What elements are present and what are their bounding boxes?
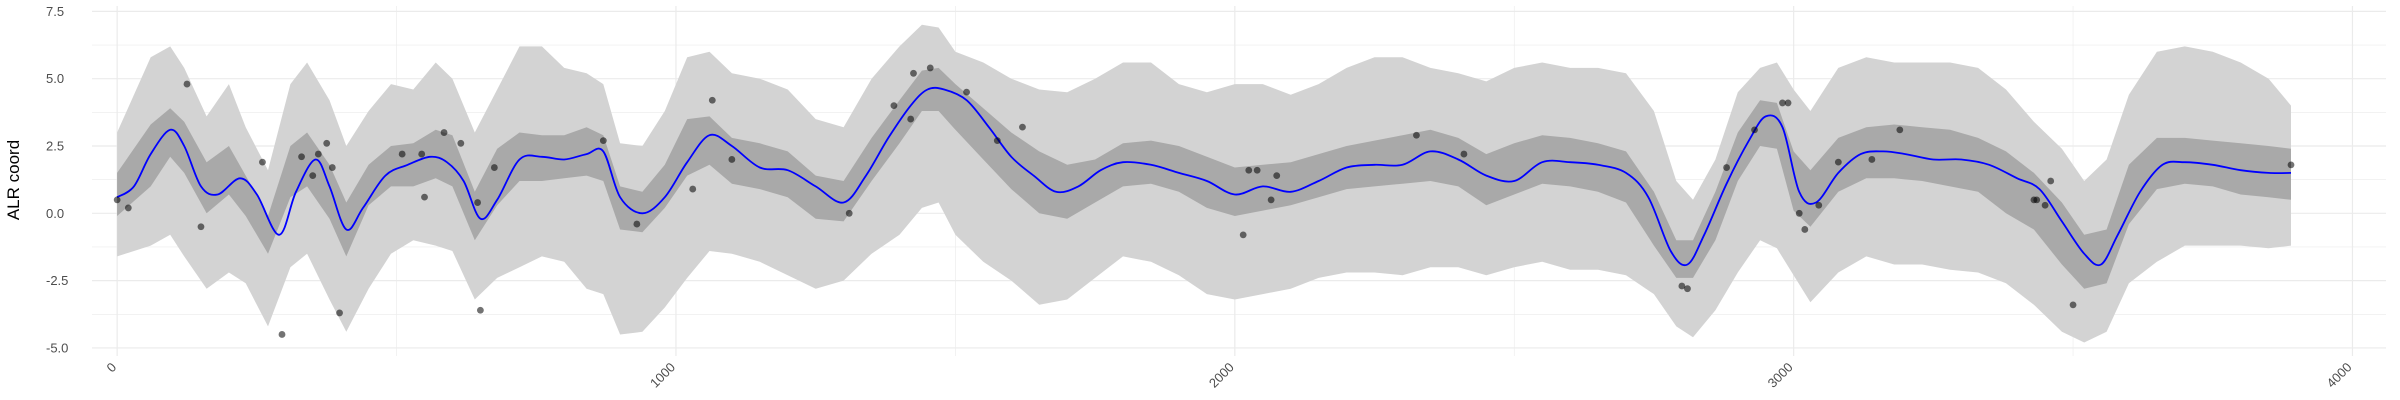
data-point — [1868, 156, 1875, 163]
x-axis-ticks: 0 1000 2000 3000 4000 — [104, 360, 2355, 391]
data-point — [709, 97, 716, 104]
data-point — [891, 102, 898, 109]
data-point — [1684, 285, 1691, 292]
data-point — [1751, 126, 1758, 133]
data-point — [1796, 210, 1803, 217]
data-point — [1815, 202, 1822, 209]
data-point — [1801, 226, 1808, 233]
y-tick-label: -5.0 — [46, 340, 68, 355]
data-point — [1785, 100, 1792, 107]
data-point — [633, 221, 640, 228]
data-point — [184, 81, 191, 88]
data-point — [1461, 151, 1468, 158]
y-tick-label: 5.0 — [46, 71, 64, 86]
data-point — [279, 331, 286, 338]
data-point — [1245, 167, 1252, 174]
data-point — [2033, 196, 2040, 203]
data-point — [399, 151, 406, 158]
data-point — [1835, 159, 1842, 166]
data-point — [1723, 164, 1730, 171]
data-point — [491, 164, 498, 171]
data-point — [963, 89, 970, 96]
data-point — [846, 210, 853, 217]
data-point — [907, 116, 914, 123]
data-point — [323, 140, 330, 147]
data-point — [457, 140, 464, 147]
data-point — [2047, 178, 2054, 185]
data-point — [2070, 301, 2077, 308]
x-tick-label: 0 — [104, 360, 120, 376]
data-point — [329, 164, 336, 171]
data-point — [1896, 126, 1903, 133]
data-point — [1413, 132, 1420, 139]
x-tick-label: 2000 — [1206, 360, 1237, 391]
data-point — [421, 194, 428, 201]
y-tick-label: -2.5 — [46, 273, 68, 288]
x-tick-label: 1000 — [647, 360, 678, 391]
data-point — [1268, 196, 1275, 203]
y-tick-label: 0.0 — [46, 206, 64, 221]
data-point — [728, 156, 735, 163]
data-point — [259, 159, 266, 166]
data-point — [125, 205, 132, 212]
data-point — [336, 310, 343, 317]
data-point — [1273, 172, 1280, 179]
data-point — [927, 65, 934, 72]
data-point — [1254, 167, 1261, 174]
data-point — [689, 186, 696, 193]
data-point — [198, 223, 205, 230]
x-tick-label: 4000 — [2324, 360, 2355, 391]
data-point — [910, 70, 917, 77]
data-point — [418, 151, 425, 158]
data-point — [1240, 231, 1247, 238]
data-point — [315, 151, 322, 158]
data-point — [114, 196, 121, 203]
y-tick-label: 2.5 — [46, 139, 64, 154]
data-point — [298, 153, 305, 160]
data-point — [1019, 124, 1026, 131]
y-tick-label: 7.5 — [46, 4, 64, 19]
y-axis-title: ALR coord — [4, 140, 23, 220]
data-point — [2042, 202, 2049, 209]
data-point — [441, 129, 448, 136]
data-point — [600, 137, 607, 144]
data-point — [2288, 161, 2295, 168]
data-point — [474, 199, 481, 206]
data-point — [309, 172, 316, 179]
x-tick-label: 3000 — [1765, 360, 1796, 391]
data-point — [477, 307, 484, 314]
y-axis-ticks: -5.0 -2.5 0.0 2.5 5.0 7.5 — [46, 4, 68, 356]
data-point — [994, 137, 1001, 144]
